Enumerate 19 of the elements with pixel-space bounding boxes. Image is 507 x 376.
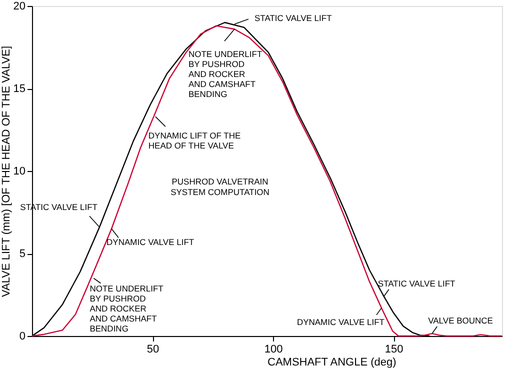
x-tick-label: 100 — [264, 344, 283, 356]
x-axis-title: CAMSHAFT ANGLE (deg) — [268, 356, 396, 368]
annotation: DYNAMIC LIFT OF THE HEAD OF THE VALVE — [148, 130, 241, 151]
annotation: NOTE UNDERLIFT BY PUSHROD AND ROCKER AND CAMSHAFT BENDING — [188, 49, 262, 100]
x-tick-label: 50 — [146, 344, 160, 356]
annotation: DYNAMIC VALVE LIFT — [106, 236, 194, 247]
y-tick-label: 0 — [19, 330, 26, 342]
annotation: PUSHROD VALVETRAIN SYSTEM COMPUTATION — [170, 176, 270, 198]
y-tick-label: 5 — [19, 248, 26, 260]
y-axis-title: VALVE LIFT (mm) [OF THE HEAD OF THE VALVE] — [0, 46, 12, 298]
annotation: STATIC VALVE LIFT — [254, 13, 332, 24]
annotation: STATIC VALVE LIFT — [378, 278, 456, 288]
annotation: DYNAMIC VALVE LIFT — [296, 316, 384, 327]
annotation: NOTE UNDERLIFT BY PUSHROD AND ROCKER AND CAMSHAFT BENDING — [90, 283, 164, 334]
x-tick-label: 150 — [384, 344, 404, 356]
y-tick-label: 10 — [13, 166, 26, 178]
y-tick-label: 20 — [13, 0, 26, 12]
annotation: VALVE BOUNCE — [428, 316, 494, 326]
y-tick-label: 15 — [13, 83, 26, 95]
